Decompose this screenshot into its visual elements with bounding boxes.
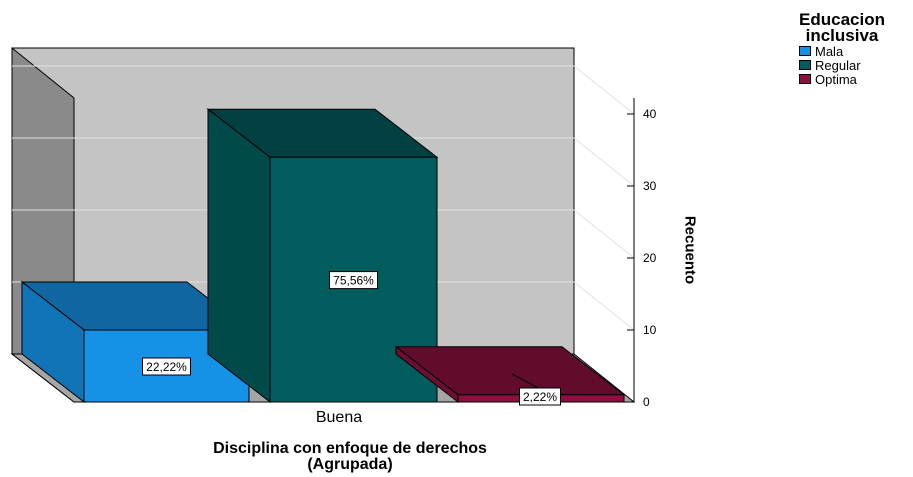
x-axis-title-line2: (Agrupada): [307, 456, 393, 473]
x-tick-label: Buena: [316, 409, 362, 426]
legend-item-optima: Optima: [799, 71, 909, 87]
legend-item-regular: Regular: [799, 57, 909, 73]
y-tick-label: 40: [643, 107, 657, 121]
y-axis-ticks: 0 10 20 30 40: [627, 107, 657, 409]
gridline-side: [573, 65, 635, 115]
legend-swatch-mala: [799, 46, 811, 56]
gridline-side: [573, 281, 635, 331]
gridline-side: [573, 137, 635, 187]
data-label: 22,22%: [146, 360, 187, 374]
gridline-side: [573, 209, 635, 259]
data-label-box: [329, 271, 378, 290]
bar-regular: 75,56%: [206, 108, 439, 404]
legend-label-mala: Mala: [815, 43, 844, 59]
legend-swatch-optima: [799, 74, 811, 84]
legend-label-optima: Optima: [815, 71, 857, 87]
legend-swatch-regular: [799, 60, 811, 70]
legend: Educacion inclusiva Mala Regular Optima: [775, 10, 909, 87]
data-label-box: [142, 357, 191, 376]
data-label: 2,22%: [523, 390, 557, 404]
y-tick-label: 10: [643, 323, 657, 337]
legend-item-mala: Mala: [799, 43, 909, 59]
legend-title-line2: inclusiva: [805, 26, 879, 45]
y-tick-label: 20: [643, 251, 657, 265]
data-label-box: [519, 387, 561, 406]
data-label: 75,56%: [333, 274, 374, 288]
legend-title: Educacion inclusiva: [775, 10, 909, 45]
data-label-leader: [511, 373, 541, 390]
bar-mala: 22,22%: [20, 280, 251, 404]
legend-title-line1: Educacion: [799, 10, 885, 29]
legend-label-regular: Regular: [815, 57, 861, 73]
y-axis-label: Recuento: [681, 215, 699, 285]
x-axis-title: Disciplina con enfoque de derechos (Agru…: [100, 441, 600, 473]
y-tick-label: 30: [643, 179, 657, 193]
bars-group: 22,22% 75,56% 2,22%: [20, 108, 626, 406]
y-tick-label: 0: [643, 395, 650, 409]
bar-optima: 2,22%: [394, 345, 626, 406]
x-axis-title-line1: Disciplina con enfoque de derechos: [213, 440, 487, 457]
bar-side-face: [207, 108, 271, 404]
